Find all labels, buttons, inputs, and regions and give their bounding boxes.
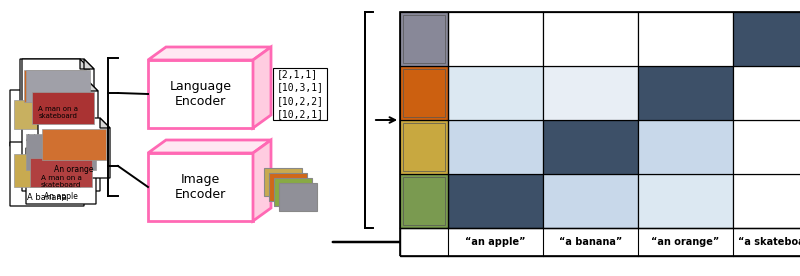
Polygon shape: [148, 47, 271, 60]
FancyBboxPatch shape: [30, 158, 92, 187]
FancyBboxPatch shape: [32, 92, 94, 124]
Polygon shape: [20, 59, 90, 121]
Polygon shape: [28, 81, 98, 143]
Polygon shape: [253, 47, 271, 128]
Polygon shape: [253, 140, 271, 221]
FancyBboxPatch shape: [400, 120, 448, 174]
Polygon shape: [22, 59, 94, 121]
Polygon shape: [84, 59, 94, 69]
Text: An orange: An orange: [54, 165, 94, 174]
Polygon shape: [88, 81, 98, 91]
FancyBboxPatch shape: [400, 174, 448, 228]
FancyBboxPatch shape: [733, 12, 800, 66]
FancyBboxPatch shape: [638, 12, 733, 66]
FancyBboxPatch shape: [543, 174, 638, 228]
FancyBboxPatch shape: [638, 66, 733, 120]
FancyBboxPatch shape: [14, 153, 80, 187]
FancyBboxPatch shape: [42, 129, 106, 160]
Text: “a banana”: “a banana”: [559, 237, 622, 247]
Text: “a skateboard”: “a skateboard”: [738, 237, 800, 247]
FancyBboxPatch shape: [733, 66, 800, 120]
FancyBboxPatch shape: [448, 12, 543, 66]
Polygon shape: [148, 140, 271, 153]
Text: An orange: An orange: [34, 108, 77, 117]
FancyBboxPatch shape: [400, 12, 800, 256]
Polygon shape: [38, 118, 110, 178]
Polygon shape: [148, 60, 253, 128]
FancyBboxPatch shape: [543, 12, 638, 66]
FancyBboxPatch shape: [638, 120, 733, 174]
Text: “an apple”: “an apple”: [466, 237, 526, 247]
Polygon shape: [68, 90, 78, 100]
FancyBboxPatch shape: [24, 70, 86, 102]
FancyBboxPatch shape: [543, 66, 638, 120]
Polygon shape: [10, 142, 84, 206]
Polygon shape: [22, 121, 100, 191]
FancyBboxPatch shape: [269, 173, 307, 201]
FancyBboxPatch shape: [273, 68, 327, 120]
FancyBboxPatch shape: [733, 120, 800, 174]
Text: A banana: A banana: [27, 193, 67, 201]
Text: An apple: An apple: [44, 192, 78, 201]
FancyBboxPatch shape: [26, 70, 90, 102]
Text: “an orange”: “an orange”: [651, 237, 720, 247]
FancyBboxPatch shape: [400, 12, 448, 66]
Polygon shape: [80, 59, 90, 69]
Text: Language
Encoder: Language Encoder: [170, 80, 231, 108]
Polygon shape: [86, 148, 96, 158]
FancyBboxPatch shape: [400, 66, 448, 120]
FancyBboxPatch shape: [448, 174, 543, 228]
Polygon shape: [100, 118, 110, 128]
FancyBboxPatch shape: [264, 168, 302, 196]
Text: A man on a
skateboard: A man on a skateboard: [41, 175, 82, 188]
FancyBboxPatch shape: [0, 0, 145, 276]
FancyBboxPatch shape: [274, 178, 312, 206]
Polygon shape: [90, 121, 100, 131]
Text: An apple: An apple: [44, 130, 82, 139]
FancyBboxPatch shape: [733, 174, 800, 228]
FancyBboxPatch shape: [448, 66, 543, 120]
FancyBboxPatch shape: [279, 183, 317, 211]
FancyBboxPatch shape: [448, 120, 543, 174]
FancyBboxPatch shape: [543, 120, 638, 174]
Text: [2,1,1]
[10,3,1]
[10,2,2]
[10,2,1]: [2,1,1] [10,3,1] [10,2,2] [10,2,1]: [277, 69, 324, 119]
Polygon shape: [10, 90, 78, 146]
FancyBboxPatch shape: [26, 134, 96, 170]
Text: Image
Encoder: Image Encoder: [175, 173, 226, 201]
Text: A banana: A banana: [26, 134, 62, 143]
Polygon shape: [74, 142, 84, 152]
Polygon shape: [148, 153, 253, 221]
FancyBboxPatch shape: [638, 174, 733, 228]
Text: A man on a
skateboard: A man on a skateboard: [38, 106, 78, 119]
Polygon shape: [26, 148, 96, 204]
FancyBboxPatch shape: [14, 100, 74, 129]
